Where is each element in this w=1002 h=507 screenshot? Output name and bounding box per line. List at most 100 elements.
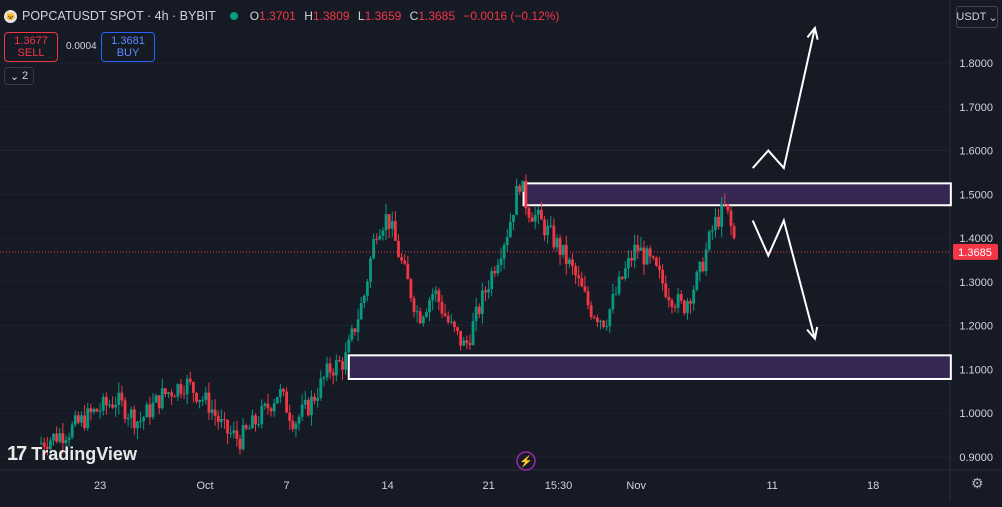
candle-body	[201, 399, 205, 401]
candle-body	[586, 291, 590, 306]
supply-demand-zone	[347, 354, 952, 380]
candle-body	[620, 276, 624, 279]
candle-body	[104, 397, 108, 406]
candle-body	[219, 419, 223, 422]
supply-demand-zone	[522, 182, 952, 207]
candle-body	[456, 327, 459, 331]
candle-body	[251, 415, 254, 429]
candle-body	[580, 278, 584, 287]
candle-body	[55, 433, 59, 442]
candle-body	[291, 420, 295, 430]
x-tick-label: 18	[867, 480, 879, 492]
candle-body	[567, 259, 571, 264]
candle-body	[325, 363, 329, 378]
candle-body	[306, 399, 310, 416]
candle-body	[546, 225, 550, 236]
candle-body	[692, 289, 696, 304]
candle-body	[344, 352, 348, 370]
candle-body	[359, 302, 363, 320]
candle-body	[390, 221, 394, 229]
candle-body	[167, 392, 170, 394]
candle-body	[583, 286, 587, 292]
current-price-label: 1.3685	[958, 247, 992, 259]
candle-body	[160, 388, 164, 409]
candle-body	[247, 428, 251, 430]
candle-body	[695, 272, 699, 290]
candle-body	[282, 389, 285, 392]
candle-body	[437, 290, 441, 302]
candle-body	[543, 219, 546, 236]
candle-body	[406, 263, 410, 280]
y-tick-label: 1.6000	[959, 146, 993, 158]
candle-body	[505, 237, 509, 246]
lightning-glyph: ⚡	[519, 455, 533, 468]
candle-body	[139, 421, 142, 423]
candle-body	[592, 317, 596, 319]
candle-body	[257, 424, 261, 426]
candle-body	[428, 300, 431, 313]
candle-body	[397, 240, 400, 258]
projection-arrow	[751, 217, 816, 339]
candle-body	[80, 415, 83, 423]
candle-body	[714, 216, 717, 230]
candle-body	[605, 326, 609, 328]
candle-body	[477, 306, 481, 315]
candle-body	[86, 408, 90, 429]
tradingview-logo-icon: 17	[7, 443, 27, 465]
x-tick-label: 23	[94, 480, 106, 492]
candle-body	[101, 397, 105, 411]
y-tick-label: 1.1000	[959, 364, 993, 376]
candle-body	[263, 403, 267, 406]
candle-body	[723, 203, 727, 205]
candle-body	[341, 361, 344, 370]
candle-body	[686, 301, 689, 314]
candle-body	[574, 265, 578, 276]
candle-body	[89, 408, 93, 413]
candle-body	[347, 339, 351, 353]
candle-body	[207, 392, 211, 413]
candle-body	[238, 438, 242, 450]
candle-body	[400, 257, 403, 261]
candle-body	[642, 247, 646, 265]
candle-body	[440, 301, 444, 314]
symbol-title[interactable]: POPCATUSDT SPOT · 4h · BYBIT	[22, 9, 216, 23]
candle-body	[356, 319, 360, 333]
candle-body	[58, 433, 62, 442]
candle-body	[303, 399, 307, 405]
candle-body	[717, 216, 720, 227]
projection-arrow	[751, 27, 816, 171]
indicators-toggle[interactable]: ⌄ 2	[4, 67, 34, 85]
candle-body	[412, 298, 416, 313]
currency-select[interactable]: USDT ⌄	[956, 6, 998, 28]
candle-body	[710, 229, 714, 232]
candle-body	[316, 397, 320, 401]
currency-label: USDT	[956, 11, 987, 23]
candle-body	[52, 433, 55, 441]
candle-body	[272, 403, 276, 412]
candle-body	[676, 294, 680, 308]
candle-body	[381, 230, 385, 236]
candle-body	[577, 275, 581, 279]
candle-body	[294, 423, 298, 430]
buy-button[interactable]: 1.3681 BUY	[101, 32, 155, 62]
x-tick-label: 21	[482, 480, 494, 492]
candle-body	[561, 244, 565, 255]
y-tick-label: 1.3000	[959, 277, 993, 289]
candle-body	[288, 412, 292, 421]
y-tick-label: 1.2000	[959, 321, 993, 333]
candle-body	[698, 261, 702, 273]
gear-icon[interactable]: ⚙	[971, 475, 984, 491]
candle-body	[188, 378, 192, 383]
candle-body	[484, 290, 487, 293]
candle-body	[350, 328, 354, 340]
candle-body	[655, 257, 658, 266]
candle-body	[191, 382, 195, 393]
candle-body	[434, 290, 438, 295]
candle-body	[73, 415, 77, 425]
candle-body	[459, 330, 463, 346]
candle-body	[443, 313, 447, 316]
candle-body	[393, 221, 397, 241]
sell-button[interactable]: 1.3677 SELL	[4, 32, 58, 62]
